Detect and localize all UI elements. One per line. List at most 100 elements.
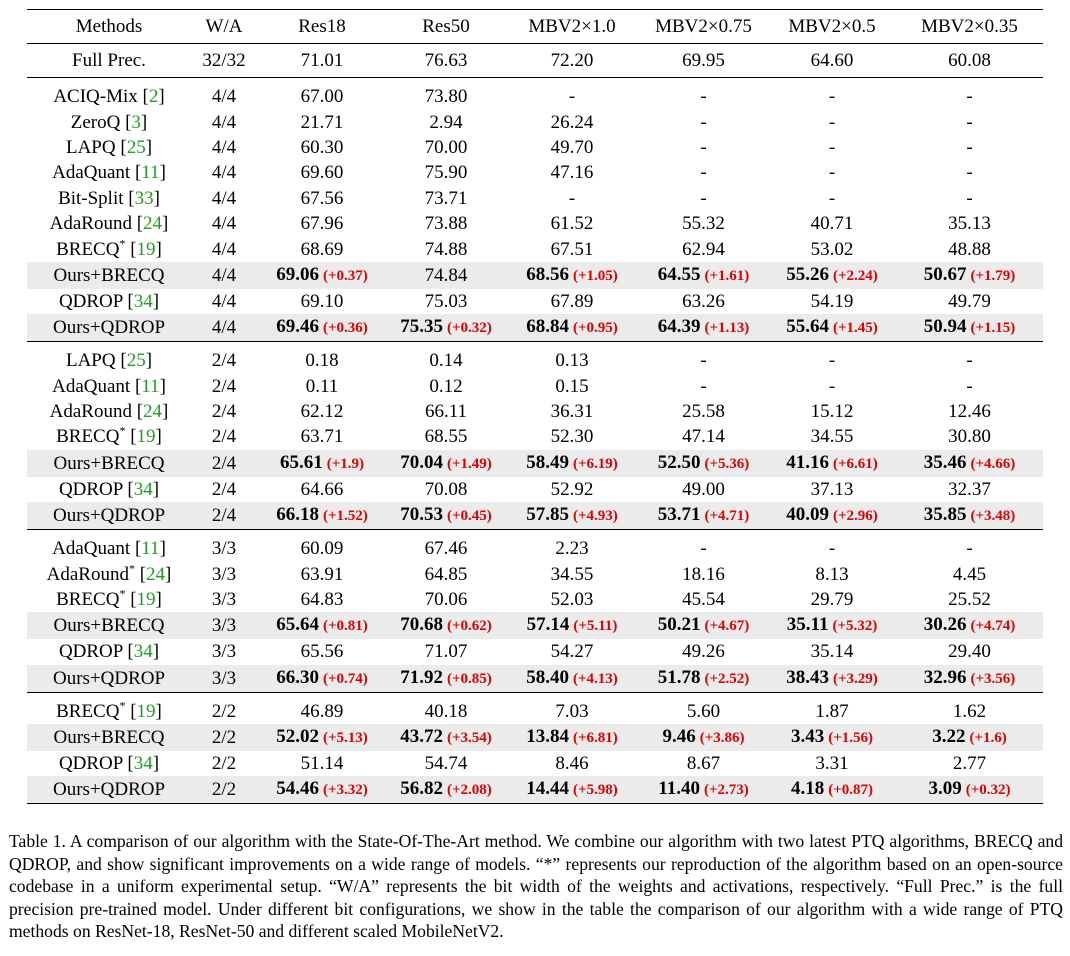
citation-link[interactable]: 34 [133, 290, 153, 312]
accuracy-value: 36.31 [550, 401, 594, 423]
accuracy-value: 52.03 [550, 589, 594, 611]
value-cell: 30.26 (+4.74) [896, 612, 1043, 640]
citation-link[interactable]: 25 [126, 350, 146, 372]
citation-link[interactable]: 24 [143, 401, 163, 423]
accuracy-value: 68.84 [526, 316, 569, 338]
result-group: ACIQ-Mix [2] 4/4 67.00 73.80 - - - - ZeroQ [3] 4/… [27, 77, 1043, 342]
method-cell: AdaRound [24] [49, 213, 169, 235]
citation-link[interactable]: 24 [146, 563, 166, 585]
value-cell: 51.14 [257, 751, 387, 776]
accuracy-value: 71.07 [424, 641, 468, 663]
citation-link[interactable]: 19 [136, 700, 156, 722]
header-mbv2-0-75: MBV2×0.75 [655, 16, 752, 37]
wa-cell: 2/2 [211, 700, 237, 722]
citation-link[interactable]: 34 [133, 753, 153, 775]
accuracy-value: 3.22 [932, 726, 966, 748]
value-cell: 13.84 (+6.81) [505, 724, 639, 752]
improvement-delta: (+4.74) [970, 618, 1016, 635]
value-cell: 66.18 (+1.52) [257, 502, 387, 530]
method-name: ACIQ-Mix [53, 86, 138, 108]
citation-link[interactable]: 11 [141, 538, 160, 560]
accuracy-value: - [966, 350, 973, 372]
citation-link[interactable]: 34 [133, 641, 153, 663]
improvement-delta: (+0.32) [446, 320, 492, 337]
citation-link[interactable]: 11 [141, 162, 160, 184]
accuracy-value: 64.66 [300, 478, 344, 500]
value-cell: 3.43 (+1.56) [768, 724, 896, 752]
accuracy-value: 64.39 [657, 316, 701, 338]
value-cell: 67.00 [257, 78, 387, 110]
improvement-delta: (+1.49) [446, 455, 492, 472]
citation-link[interactable]: 3 [131, 111, 141, 133]
value-cell: 68.84 (+0.95) [505, 314, 639, 342]
citation-link[interactable]: 19 [136, 238, 156, 260]
value-cell: 38.43 (+3.29) [768, 664, 896, 693]
accuracy-value: 61.52 [550, 213, 594, 235]
citation-link[interactable]: 19 [136, 426, 156, 448]
accuracy-value: 73.88 [424, 213, 468, 235]
accuracy-value: 14.44 [526, 778, 569, 800]
citation-link[interactable]: 11 [141, 375, 160, 397]
citation-link[interactable]: 2 [148, 86, 159, 108]
citation-link[interactable]: 24 [143, 213, 163, 235]
accuracy-value: 0.11 [305, 375, 339, 397]
value-cell: 12.46 [896, 399, 1043, 424]
accuracy-value: 65.56 [300, 641, 344, 663]
value-cell: 4.45 [896, 561, 1043, 586]
citation-link[interactable]: 19 [136, 589, 156, 611]
improvement-delta: (+3.32) [322, 782, 368, 799]
table-row: LAPQ [25] 4/4 60.30 70.00 49.70 - - - [27, 135, 1043, 160]
header-res50: Res50 [422, 16, 470, 37]
table-header: Methods W/A Res18 Res50 MBV2×1.0 MBV2×0.… [27, 9, 1043, 44]
value-cell: 69.06 (+0.37) [257, 261, 387, 289]
table-row: AdaQuant [11] 3/3 60.09 67.46 2.23 - - - [27, 530, 1043, 562]
citation-link[interactable]: 25 [126, 136, 146, 158]
method-cell: BRECQ* [19] [56, 586, 162, 611]
accuracy-value: 64.85 [424, 563, 468, 585]
improvement-delta: (+0.74) [322, 670, 368, 687]
value-cell: 47.14 [639, 424, 768, 449]
accuracy-value: 3.31 [815, 753, 849, 775]
value-cell: - [639, 374, 768, 399]
accuracy-value: 65.61 [279, 451, 323, 473]
method-name: BRECQ [56, 589, 120, 611]
accuracy-value: 69.46 [276, 316, 319, 338]
improvement-delta: (+6.81) [572, 730, 618, 747]
method-cell: Ours+QDROP [27, 314, 191, 342]
accuracy-value: 1.62 [952, 700, 987, 722]
citation-link[interactable]: 34 [133, 478, 153, 500]
accuracy-value: - [966, 538, 973, 560]
table-row: QDROP [34] 2/4 64.66 70.08 52.92 49.00 37.13 32… [27, 477, 1043, 502]
wa-cell: 4/4 [211, 213, 237, 235]
method-cell: AdaQuant [11] [52, 375, 166, 397]
wa-cell: 2/2 [191, 724, 257, 752]
accuracy-value: 34.55 [550, 563, 594, 585]
improvement-delta: (+0.85) [446, 670, 492, 687]
value-cell: 62.12 [257, 399, 387, 424]
accuracy-value: 75.35 [400, 316, 443, 338]
method-cell: AdaRound [24] [49, 401, 169, 423]
accuracy-value: 50.67 [923, 263, 967, 285]
full-prec-res50: 76.63 [424, 50, 468, 71]
value-cell: 65.56 [257, 639, 387, 664]
accuracy-value: 38.43 [786, 666, 829, 688]
accuracy-value: 35.46 [923, 451, 967, 473]
improvement-delta: (+0.32) [965, 782, 1011, 799]
improvement-delta: (+3.86) [699, 730, 745, 747]
improvement-delta: (+2.96) [832, 508, 878, 525]
method-cell: ZeroQ [3] [70, 111, 148, 133]
accuracy-value: 52.50 [657, 451, 701, 473]
wa-cell: 3/3 [211, 538, 237, 560]
ours-result-row: Ours+BRECQ 2/4 65.61 (+1.9) 70.04 (+1.49) 58.4… [27, 449, 1043, 477]
citation-link[interactable]: 33 [134, 187, 154, 209]
method-name: Bit-Split [58, 187, 124, 209]
value-cell: 52.30 [505, 424, 639, 449]
improvement-delta: (+1.61) [704, 267, 750, 284]
method-cell: Ours+BRECQ [27, 724, 191, 752]
method-name: AdaRound [46, 563, 129, 585]
value-cell: 36.31 [505, 399, 639, 424]
value-cell: 70.68 (+0.62) [387, 612, 505, 640]
value-cell: - [896, 135, 1043, 160]
table-row: AdaRound* [24] 3/3 63.91 64.85 34.55 18.16 8.1… [27, 561, 1043, 586]
accuracy-value: 49.00 [682, 478, 725, 500]
